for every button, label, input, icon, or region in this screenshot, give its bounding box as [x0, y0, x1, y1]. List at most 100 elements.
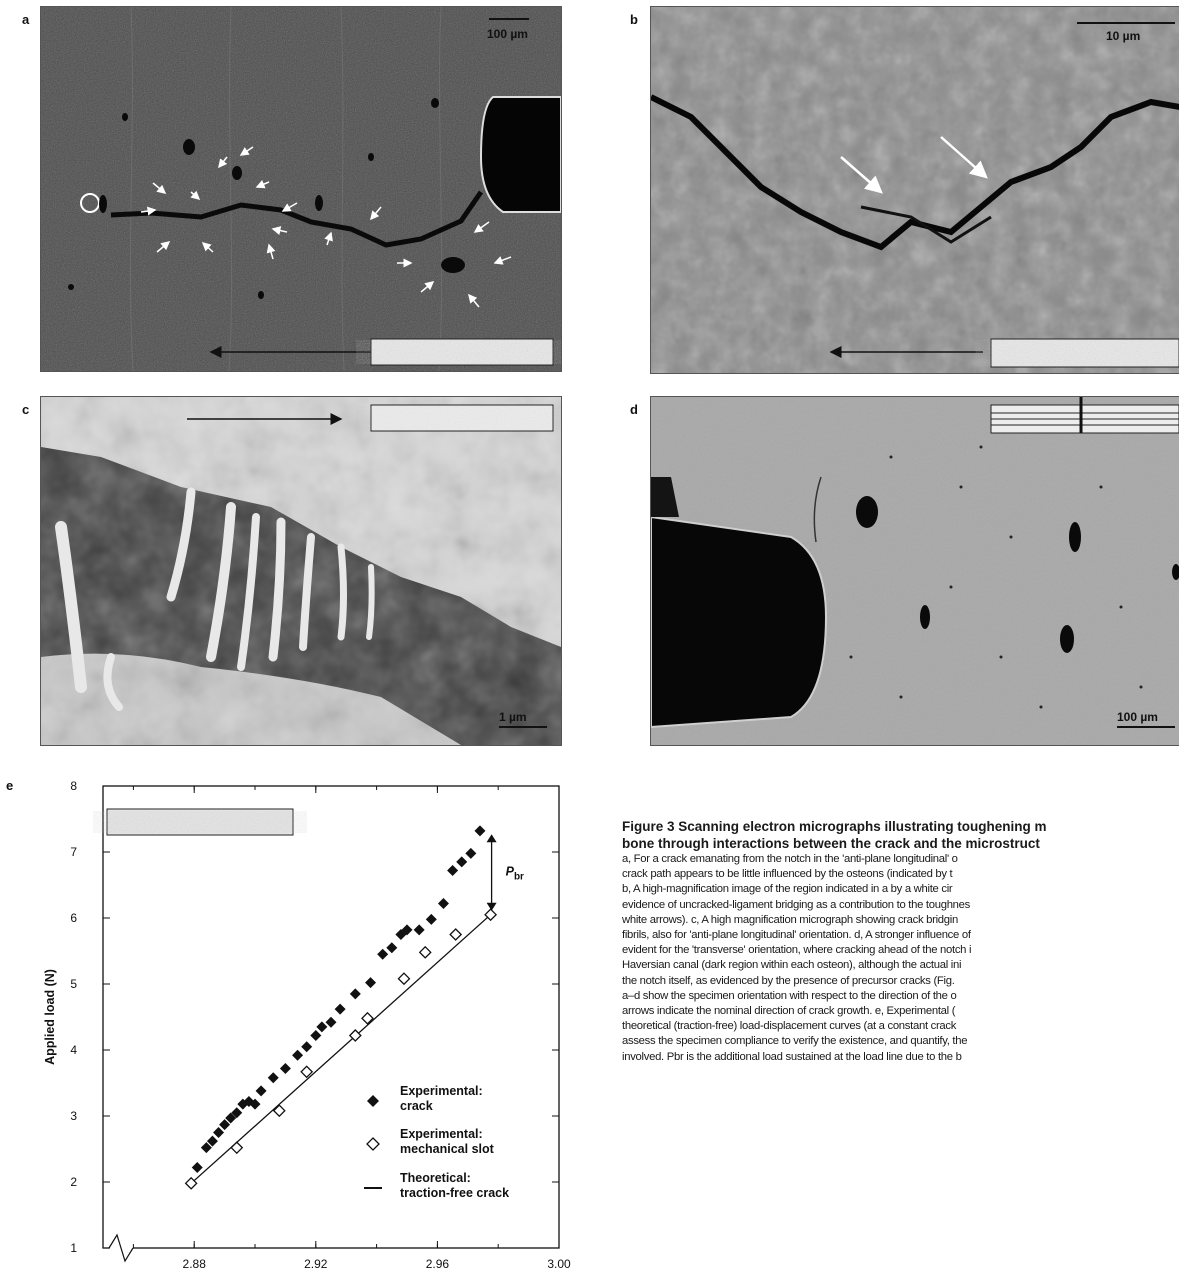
y-tick-label: 7	[70, 845, 77, 859]
scale-bar-label-d: 100 µm	[1117, 710, 1158, 724]
crack-data-point	[231, 1107, 243, 1119]
panel-label-e: e	[6, 778, 14, 793]
crack-data-point	[200, 1142, 212, 1154]
legend-label: Theoretical:	[400, 1171, 471, 1185]
micrograph-b-image	[651, 7, 1179, 373]
caption-body-line: white arrows). c, A high magnification m…	[622, 913, 958, 926]
slot-data-point	[418, 945, 432, 959]
caption-body-line: evidence of uncracked-ligament bridging …	[622, 898, 970, 911]
slot-data-point	[184, 1176, 198, 1190]
crack-data-point	[386, 942, 398, 954]
micrograph-c-image	[41, 397, 561, 745]
y-tick-label: 8	[70, 779, 77, 793]
y-tick-label: 4	[70, 1043, 77, 1057]
caption-body-line: b, A high-magnification image of the reg…	[622, 883, 953, 896]
crack-data-point	[425, 913, 437, 925]
caption-body: a, For a crack emanating from the notch …	[622, 852, 1179, 1065]
panel-label-c: c	[22, 402, 30, 417]
caption-title-line: Figure 3 Scanning electron micrographs i…	[622, 819, 1047, 834]
crack-data-point	[213, 1127, 225, 1138]
crack-data-point	[465, 847, 477, 859]
micrograph-c: 1 µm	[40, 396, 562, 746]
legend-label: Experimental:	[400, 1127, 483, 1141]
x-tick-label: 2.88	[183, 1257, 207, 1271]
slot-data-point	[348, 1029, 362, 1042]
crack-data-point	[334, 1003, 346, 1015]
crack-data-point	[301, 1041, 313, 1053]
caption-body-line: a, For a crack emanating from the notch …	[622, 853, 958, 865]
crack-data-point	[316, 1021, 328, 1033]
slot-data-point	[484, 908, 498, 922]
y-tick-label: 3	[70, 1109, 77, 1123]
caption-body-line: arrows indicate the nominal direction of…	[622, 1005, 956, 1018]
caption-body-line: the notch itself, as evidenced by the pr…	[622, 974, 955, 987]
y-axis-title: Applied load (N)	[43, 969, 57, 1065]
crack-data-point	[437, 897, 449, 909]
caption-title: Figure 3 Scanning electron micrographs i…	[622, 818, 1179, 852]
crack-data-point	[292, 1049, 304, 1061]
crack-data-point	[474, 825, 486, 837]
crack-data-point	[401, 924, 413, 936]
crack-data-point	[447, 864, 459, 876]
slot-data-point	[300, 1065, 314, 1079]
legend-marker-slot	[366, 1137, 380, 1151]
crack-data-point	[377, 948, 389, 960]
micrograph-d-image	[651, 397, 1179, 745]
slot-data-point	[361, 1011, 374, 1025]
crack-data-point	[267, 1072, 279, 1084]
crack-data-point	[310, 1029, 322, 1041]
chart-e: 2.882.922.963.0012345678Load-line displa…	[0, 770, 600, 1282]
pbr-arrowhead-bottom	[486, 902, 497, 911]
crack-data-point	[456, 856, 468, 868]
caption-body-line: crack path appears to be little influenc…	[622, 868, 953, 881]
legend-label: crack	[400, 1099, 433, 1113]
micrograph-b: 10 µm	[650, 6, 1179, 374]
legend-marker-crack	[367, 1095, 379, 1107]
pbr-arrowhead-top	[486, 834, 497, 843]
scale-bar-label-b: 10 µm	[1106, 29, 1141, 43]
figure-caption: Figure 3 Scanning electron micrographs i…	[622, 818, 1179, 1138]
crack-data-point	[219, 1119, 231, 1131]
plot-frame	[102, 785, 560, 1249]
crack-data-point	[365, 977, 377, 989]
caption-body-line: assess the specimen compliance to verify…	[622, 1035, 968, 1048]
slot-data-point	[397, 972, 411, 986]
axis-break-mark	[108, 1233, 134, 1263]
x-tick-label: 2.92	[304, 1257, 328, 1271]
crack-data-point	[349, 988, 361, 1000]
crack-data-point	[191, 1161, 203, 1173]
y-tick-label: 6	[70, 911, 77, 925]
caption-body-line: theoretical (traction-free) load-displac…	[622, 1020, 957, 1033]
caption-body-line: Haversian canal (dark region within each…	[622, 959, 962, 972]
crack-data-point	[249, 1098, 261, 1110]
legend-label: Experimental:	[400, 1084, 483, 1098]
legend-label: mechanical slot	[400, 1142, 495, 1156]
legend-label: traction-free crack	[400, 1186, 509, 1200]
caption-body-line: a–d show the specimen orientation with r…	[622, 989, 957, 1002]
crack-data-point	[413, 924, 425, 936]
specimen-inset-texture	[111, 813, 289, 831]
slot-data-point	[230, 1141, 244, 1155]
crack-data-point	[279, 1062, 291, 1074]
caption-body-line: evident for the 'transverse' orientation…	[622, 944, 972, 957]
x-tick-label: 3.00	[547, 1257, 571, 1271]
y-tick-label: 1	[70, 1241, 77, 1255]
load-displacement-chart: 2.882.922.963.0012345678Load-line displa…	[43, 779, 571, 1282]
x-tick-label: 2.96	[426, 1257, 450, 1271]
y-tick-label: 5	[70, 977, 77, 991]
scale-bar-label-a: 100 µm	[487, 27, 528, 41]
caption-body-line: fibrils, also for 'anti-plane longitudin…	[622, 929, 971, 942]
crack-data-point	[206, 1135, 218, 1147]
panel-label-a: a	[22, 12, 30, 27]
micrograph-a-image	[41, 7, 561, 371]
scale-bar-label-c: 1 µm	[499, 710, 527, 724]
crack-data-point	[325, 1016, 337, 1028]
crack-data-point	[255, 1085, 267, 1097]
caption-title-line: bone through interactions between the cr…	[622, 836, 1040, 851]
micrograph-a: 100 µm	[40, 6, 562, 372]
panel-label-b: b	[630, 12, 638, 27]
slot-data-point	[449, 928, 463, 941]
y-tick-label: 2	[70, 1175, 77, 1189]
pbr-label: Pbr	[506, 864, 524, 882]
caption-body-line: involved. Pbr is the additional load sus…	[622, 1050, 962, 1063]
